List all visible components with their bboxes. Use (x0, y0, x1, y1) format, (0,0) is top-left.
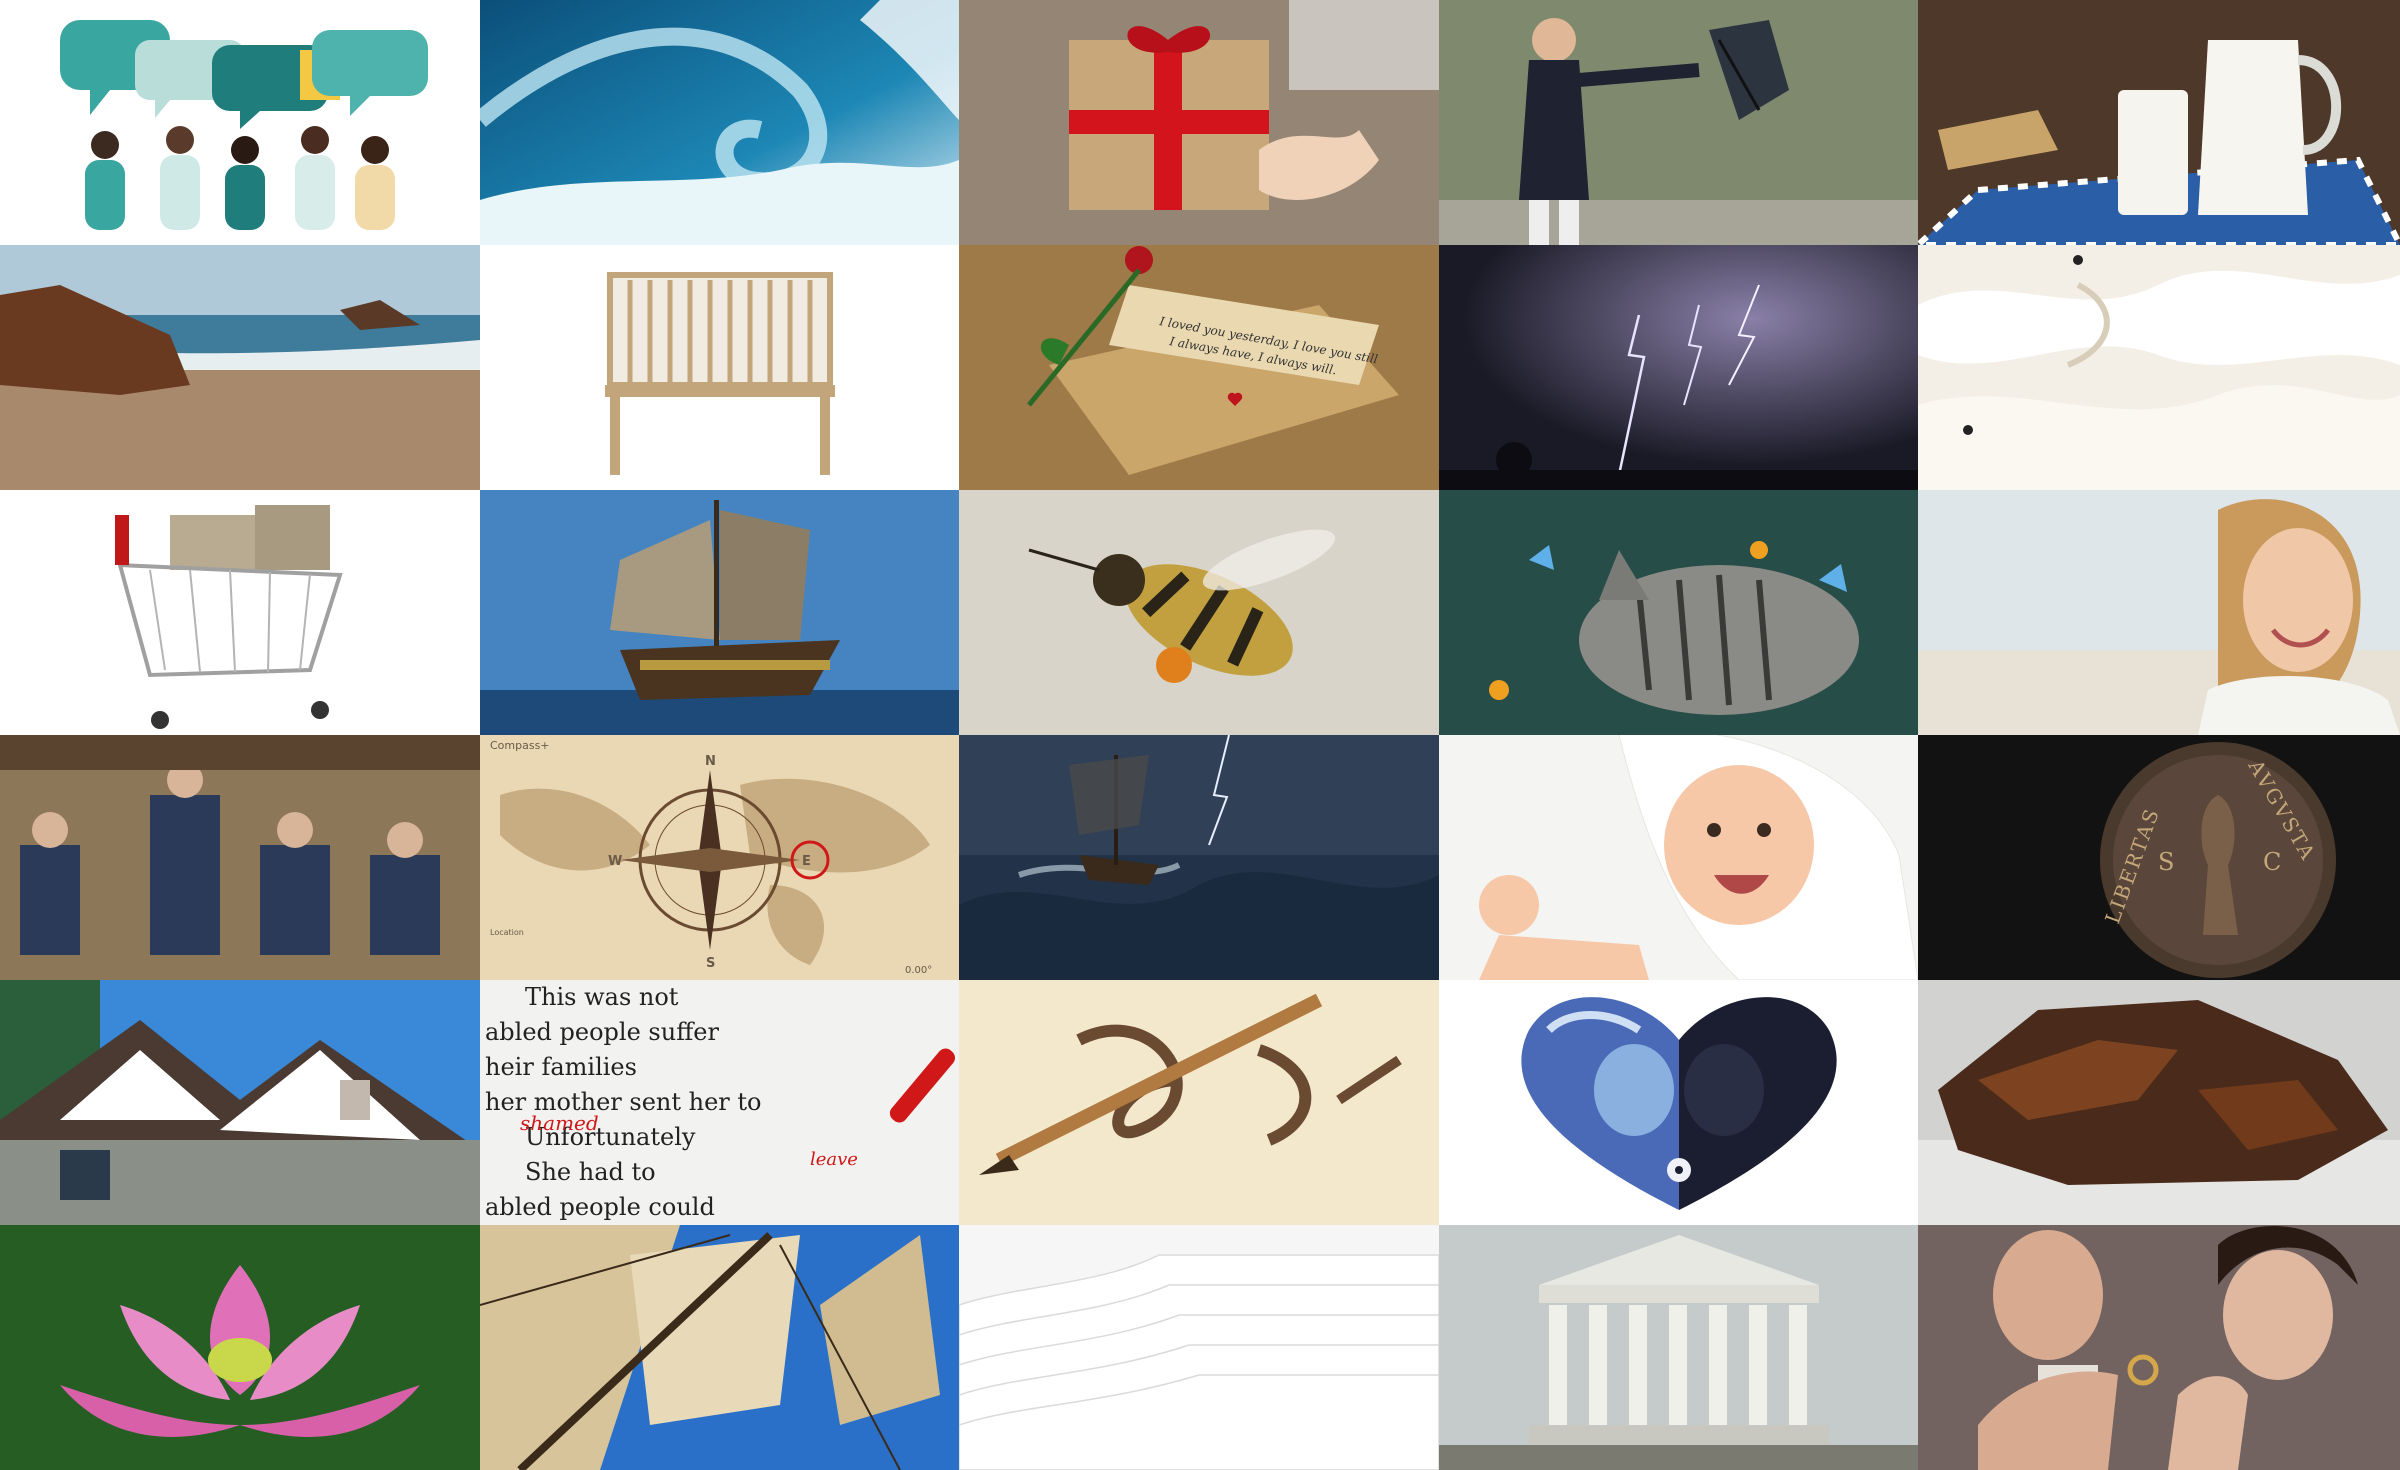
ring-photo-icon (1918, 1225, 2400, 1470)
proof-line7: abled people could (485, 1193, 715, 1221)
tile-proofreading-text: This was not abled people suffer heir fa… (480, 980, 959, 1225)
compass-photo-icon: Compass+ N S W E Location 0.00° (480, 735, 959, 980)
speech-bubbles-illustration-icon (0, 0, 480, 245)
proof-line2: abled people suffer (485, 1018, 719, 1046)
temple-photo-icon (1439, 1225, 1918, 1470)
tile-ocean-wave (480, 0, 959, 245)
crib-photo-icon (480, 245, 959, 490)
paper-photo-icon (959, 1225, 1439, 1470)
baby-photo-icon (1439, 735, 1918, 980)
tile-lions-heart (1439, 980, 1918, 1225)
tile-roman-temple (1439, 1225, 1918, 1470)
proof-edit-leave: leave (810, 1149, 858, 1170)
compass-degree: 0.00° (905, 965, 932, 976)
house-photo-icon (0, 980, 480, 1225)
tile-wooden-crib (480, 245, 959, 490)
tile-rose-love-letter: I loved you yesterday, I love you still … (959, 245, 1439, 490)
milk-photo-icon (1918, 0, 2400, 245)
tile-pink-lotus (0, 1225, 480, 1470)
tile-shopping-cart-boxes (0, 490, 480, 735)
lotus-photo-icon (0, 1225, 480, 1470)
letter-photo-icon: I loved you yesterday, I love you still … (959, 245, 1439, 490)
tile-whipped-cream (1918, 245, 2400, 490)
proofread-photo-icon: This was not abled people suffer heir fa… (480, 980, 959, 1225)
tile-rocky-beach (0, 245, 480, 490)
tile-calligraphy-pen (959, 980, 1439, 1225)
proof-edit-shamed: shamed (520, 1111, 599, 1135)
tile-roman-coin: LIBERTAS AVGVSTA S C (1918, 735, 2400, 980)
bee-photo-icon (959, 490, 1439, 735)
cream-photo-icon (1918, 245, 2400, 490)
tile-tall-ship-sea (480, 490, 959, 735)
tile-house-roof (0, 980, 480, 1225)
lions-illustration-icon (1439, 980, 1918, 1225)
tile-kitten-butterflies (1439, 490, 1918, 735)
compass-south: S (706, 956, 715, 971)
compass-east: E (802, 854, 811, 869)
tile-rusty-meteorite (1918, 980, 2400, 1225)
calligraphy-photo-icon (959, 980, 1439, 1225)
tile-smiling-woman (1918, 490, 2400, 735)
umbrella-photo-icon (1439, 0, 1918, 245)
proof-line1: This was not (525, 983, 679, 1011)
kitten-photo-icon (1439, 490, 1918, 735)
tile-gift-box (959, 0, 1439, 245)
cart-photo-icon (0, 490, 480, 735)
tile-people-speech-bubbles (0, 0, 480, 245)
coin-photo-icon: LIBERTAS AVGVSTA S C (1918, 735, 2400, 980)
compass-title: Compass+ (490, 739, 550, 752)
ship-photo-icon (480, 490, 959, 735)
compass-north: N (705, 754, 716, 769)
tile-ship-sails (480, 1225, 959, 1470)
tile-compass-world-map: Compass+ N S W E Location 0.00° (480, 735, 959, 980)
tile-bee-flying (959, 490, 1439, 735)
tile-sailors-painting (0, 735, 480, 980)
lightning-photo-icon (1439, 245, 1918, 490)
compass-location-label: Location (490, 928, 524, 937)
wave-photo-icon (480, 0, 959, 245)
tile-ship-storm-sea (959, 735, 1439, 980)
sails-photo-icon (480, 1225, 959, 1470)
tile-lightning-storm (1439, 245, 1918, 490)
portrait-photo-icon (1918, 490, 2400, 735)
rock-photo-icon (1918, 980, 2400, 1225)
storm-ship-photo-icon (959, 735, 1439, 980)
tile-paper-stack (959, 1225, 1439, 1470)
tile-wedding-ring (1918, 1225, 2400, 1470)
proof-line6: She had to (525, 1158, 656, 1186)
coin-s-left: S (2158, 848, 2176, 876)
gift-photo-icon (959, 0, 1439, 245)
proof-line3: heir families (485, 1053, 637, 1081)
beach-photo-icon (0, 245, 480, 490)
compass-west: W (608, 854, 622, 869)
coin-s-right: C (2263, 848, 2283, 876)
sailors-photo-icon (0, 735, 480, 980)
tile-milk-jug-glass (1918, 0, 2400, 245)
tile-woman-umbrella-wind (1439, 0, 1918, 245)
tile-smiling-baby-towel (1439, 735, 1918, 980)
